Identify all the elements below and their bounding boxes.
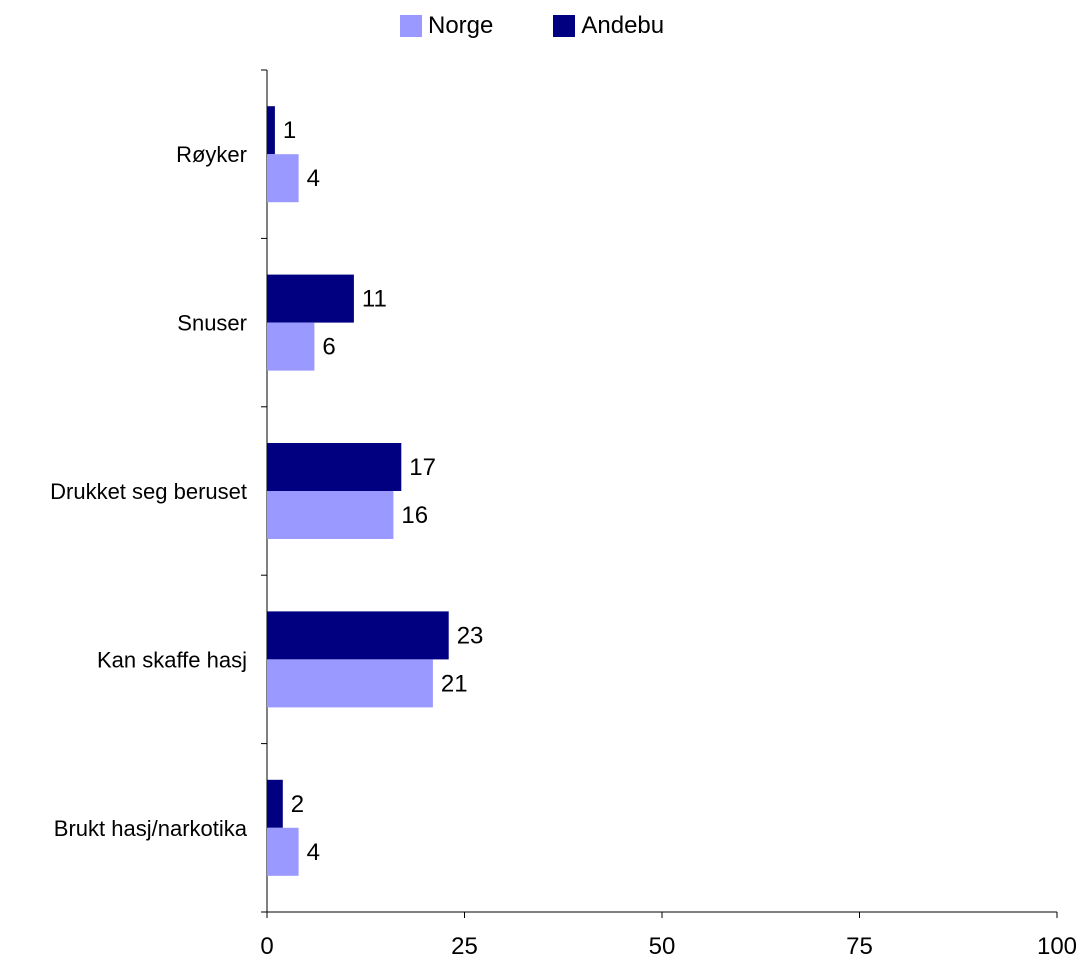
bar-andebu bbox=[267, 443, 402, 491]
legend: Norge Andebu bbox=[400, 10, 724, 42]
legend-swatch-norge bbox=[400, 15, 422, 37]
category-label: Brukt hasj/narkotika bbox=[54, 816, 248, 841]
legend-label-norge: Norge bbox=[428, 12, 494, 39]
legend-swatch-andebu bbox=[553, 15, 576, 37]
bar-norge bbox=[267, 491, 394, 539]
x-tick-label: 75 bbox=[846, 933, 873, 960]
data-label-andebu: 11 bbox=[362, 286, 387, 313]
bar-norge bbox=[267, 154, 299, 203]
data-label-norge: 21 bbox=[441, 670, 468, 697]
x-tick-label: 0 bbox=[260, 933, 273, 960]
data-label-norge: 16 bbox=[401, 502, 428, 529]
bar-norge bbox=[267, 827, 299, 876]
data-label-andebu: 23 bbox=[457, 622, 484, 649]
bar-andebu bbox=[267, 106, 275, 155]
category-label: Drukket seg beruset bbox=[50, 479, 247, 504]
category-label: Kan skaffe hasj bbox=[97, 647, 247, 672]
x-tick-label: 25 bbox=[451, 933, 478, 960]
data-label-andebu: 17 bbox=[409, 454, 436, 481]
bar-andebu bbox=[267, 611, 449, 660]
bar-norge bbox=[267, 659, 433, 708]
data-label-norge: 4 bbox=[307, 839, 320, 866]
category-label: Snuser bbox=[177, 311, 247, 336]
data-label-andebu: 1 bbox=[283, 117, 296, 144]
data-label-norge: 4 bbox=[307, 165, 320, 192]
x-tick-label: 50 bbox=[649, 933, 676, 960]
legend-item-andebu: Andebu bbox=[553, 12, 664, 40]
data-label-andebu: 2 bbox=[291, 791, 304, 818]
legend-item-norge: Norge bbox=[400, 12, 493, 40]
bar-andebu bbox=[267, 779, 283, 828]
x-tick-label: 100 bbox=[1037, 933, 1077, 960]
bar-norge bbox=[267, 322, 315, 371]
legend-label-andebu: Andebu bbox=[581, 12, 665, 39]
bar-andebu bbox=[267, 274, 354, 323]
data-label-norge: 6 bbox=[322, 334, 335, 361]
category-label: Røyker bbox=[176, 142, 247, 167]
